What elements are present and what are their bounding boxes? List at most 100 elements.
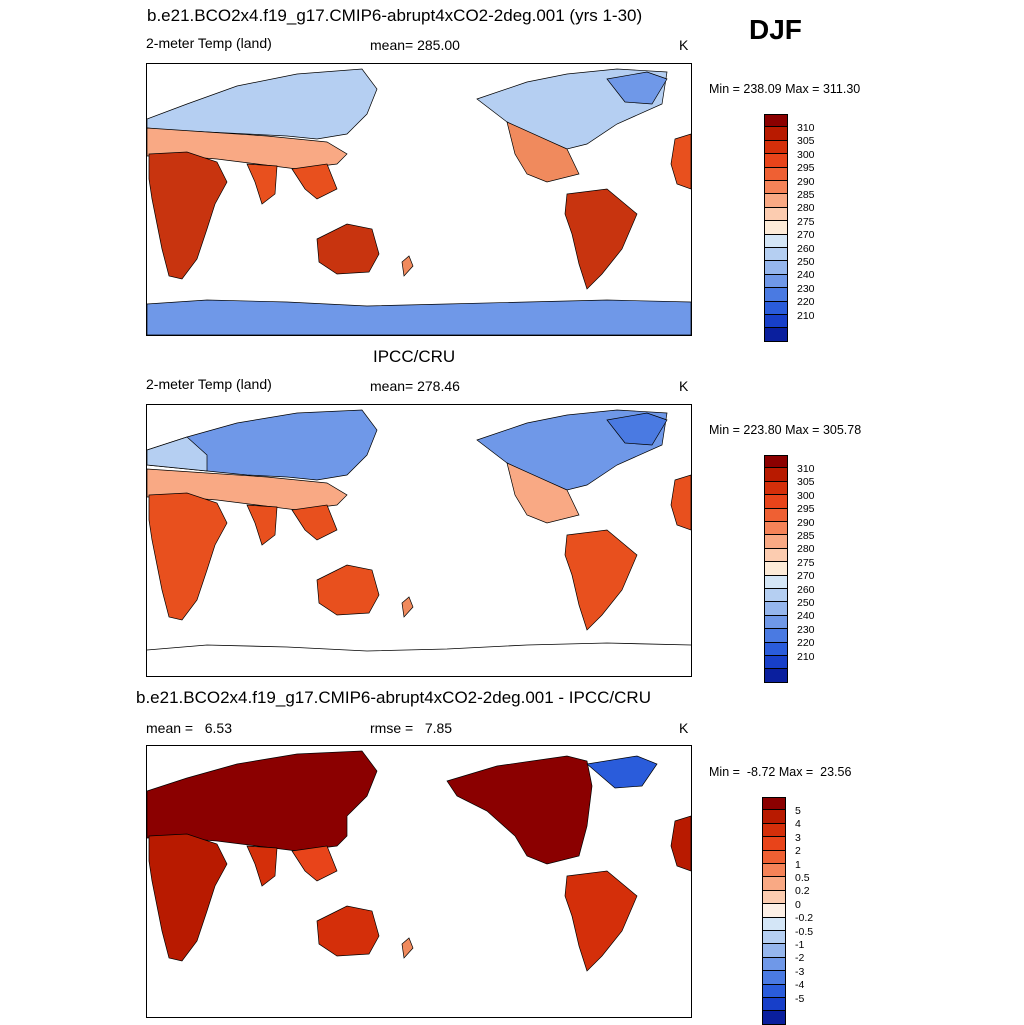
land-africa	[148, 492, 228, 621]
land-africa	[148, 833, 228, 962]
land-new-zealand	[401, 596, 414, 618]
panel1-colorbar-tick: 310	[797, 122, 815, 134]
land-eurasia-north	[147, 68, 378, 140]
panel3-colorbar-swatch	[762, 797, 786, 811]
panel1-colorbar-tick: 270	[797, 229, 815, 242]
panel2-map	[146, 404, 692, 677]
panel1-colorbar-swatch	[764, 207, 788, 222]
panel3-colorbar-swatch	[762, 850, 786, 864]
panel2-colorbar-swatch	[764, 468, 788, 482]
panel1-colorbar-tick: 240	[797, 269, 815, 282]
panel3-colorbar-swatch	[762, 810, 786, 824]
panel2-colorbar-tick: 270	[797, 570, 815, 583]
land-south-america	[564, 188, 638, 290]
land-north-america-south	[506, 121, 580, 183]
panel3-colorbar-swatch	[762, 917, 786, 931]
land-antarctica	[147, 299, 691, 335]
land-west-africa-edge	[670, 474, 691, 531]
panel3-rmse-label: rmse = 7.85	[370, 720, 453, 736]
panel2-title: IPCC/CRU	[373, 347, 456, 366]
land-australia	[316, 223, 380, 275]
panel3-colorbar-tick: 0.5	[795, 872, 810, 884]
land-se-asia	[291, 845, 338, 882]
panel2-units: K	[679, 378, 689, 394]
panel1-colorbar-swatch	[764, 261, 788, 275]
panel2-colorbar-swatch	[764, 669, 788, 683]
panel3-colorbar-swatch	[762, 971, 786, 985]
panel2-minmax: Min = 223.80 Max = 305.78	[709, 423, 862, 437]
panel1-colorbar-swatch	[764, 181, 788, 195]
panel2-colorbar-tick: 285	[797, 530, 815, 542]
panel3-units: K	[679, 720, 689, 736]
panel1-colorbar-tick: 300	[797, 148, 815, 161]
land-west-africa-edge	[670, 133, 691, 190]
panel3-colorbar-swatch	[762, 998, 786, 1012]
panel3-colorbar-tick: -0.2	[795, 912, 814, 925]
panel2-colorbar-tick: 260	[797, 583, 815, 596]
panel1-colorbar-swatch	[764, 140, 788, 155]
panel1-colorbar-tick: 220	[797, 296, 815, 309]
panel3-colorbar-swatch	[762, 931, 786, 945]
panel2-colorbar-tick: 295	[797, 503, 815, 516]
panel2-colorbar-swatch	[764, 629, 788, 643]
panel1-colorbar-swatch	[764, 154, 788, 168]
panel2-colorbar-tick: 310	[797, 463, 815, 475]
panel2-colorbar-swatch	[764, 495, 788, 509]
panel2-colorbar-tick: 250	[797, 597, 815, 609]
panel3-colorbar-tick: 4	[795, 818, 801, 831]
land-south-america	[564, 529, 638, 631]
land-australia	[316, 905, 380, 957]
panel3-minmax: Min = -8.72 Max = 23.56	[709, 765, 852, 779]
panel3-colorbar-swatch	[762, 1011, 786, 1025]
panel1-colorbar-swatch	[764, 274, 788, 289]
panel3-colorbar-tick: 1	[795, 858, 801, 871]
panel2-colorbar-swatch	[764, 602, 788, 616]
panel3-colorbar-tick: 0.2	[795, 885, 810, 898]
panel3-colorbar-swatch	[762, 944, 786, 958]
panel2-colorbar-tick: 280	[797, 543, 815, 556]
panel2-colorbar-swatch	[764, 508, 788, 522]
land-se-asia	[291, 163, 338, 200]
panel2-colorbar-tick: 305	[797, 476, 815, 489]
panel3-colorbar-tick: 2	[795, 845, 801, 858]
land-antarctica-outline	[147, 642, 691, 652]
panel1-colorbar-swatch	[764, 315, 788, 329]
land-south-america	[564, 870, 638, 972]
land-africa	[148, 151, 228, 280]
panel3-map-svg	[147, 750, 691, 972]
land-south-asia	[246, 845, 278, 887]
panel1-variable-label: 2-meter Temp (land)	[146, 35, 272, 51]
panel3-colorbar-swatch	[762, 837, 786, 851]
panel3-colorbar-tick: 3	[795, 831, 801, 844]
panel2-colorbar-swatch	[764, 642, 788, 656]
panel1-colorbar-swatch	[764, 221, 788, 235]
land-west-africa-edge	[670, 815, 691, 872]
panel1-colorbar-swatch	[764, 328, 788, 342]
panel1-colorbar-tick: 275	[797, 215, 815, 228]
panel1-title: b.e21.BCO2x4.f19_g17.CMIP6-abrupt4xCO2-2…	[147, 6, 643, 25]
panel1-colorbar-swatch	[764, 248, 788, 262]
panel1-minmax: Min = 238.09 Max = 311.30	[709, 82, 861, 96]
panel3-colorbar-swatch	[762, 864, 786, 878]
land-south-asia	[246, 504, 278, 546]
panel3-colorbar-swatch	[762, 984, 786, 998]
panel1-colorbar-tick: 260	[797, 242, 815, 255]
land-north-america	[446, 755, 593, 865]
panel2-colorbar-tick: 300	[797, 489, 815, 502]
panel2-colorbar-swatch	[764, 615, 788, 630]
panel3-colorbar-tick: -4	[795, 979, 805, 992]
land-greenland	[586, 755, 658, 789]
panel1-units: K	[679, 37, 689, 53]
panel1-colorbar-swatch	[764, 114, 788, 128]
panel2-colorbar-tick: 275	[797, 556, 815, 569]
land-north-america-south	[506, 462, 580, 524]
panel2-colorbar-tick: 290	[797, 516, 815, 529]
panel3-colorbar-tick: -0.5	[795, 925, 814, 938]
land-eurasia-west	[147, 436, 208, 472]
panel2-colorbar-swatch	[764, 656, 788, 670]
panel2-colorbar-tick: 210	[797, 650, 815, 663]
panel3-mean-label: mean = 6.53	[146, 720, 233, 736]
panel1-colorbar-tick: 210	[797, 309, 815, 322]
panel3-colorbar-tick: -5	[795, 992, 805, 1005]
panel1-colorbar-swatch	[764, 301, 788, 315]
